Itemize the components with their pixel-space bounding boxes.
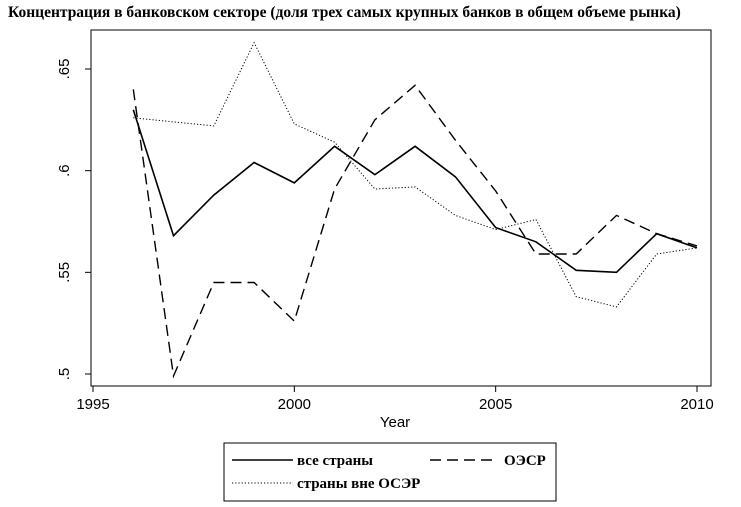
y-tick-label: .6 (56, 164, 73, 177)
x-axis-title: Year (380, 414, 410, 431)
x-tick-label: 2005 (479, 396, 512, 413)
x-tick-label: 1995 (76, 396, 109, 413)
y-tick-label: .5 (56, 368, 73, 381)
series-line-all-countries (132, 109, 698, 274)
legend-label-oecd: ОЭСР (504, 453, 546, 469)
y-tick-label: .65 (56, 59, 73, 80)
legend-label-non-oecd: страны вне ОСЭР (297, 476, 420, 492)
legend: все страны ОЭСР страны вне ОСЭР (223, 442, 557, 502)
plot-frame (90, 29, 712, 387)
y-tick-label: .55 (56, 262, 73, 283)
legend-label-all-countries: все страны (297, 453, 373, 469)
series-line-oecd (132, 84, 698, 379)
legend-box (223, 442, 557, 502)
series-line-non-oecd (133, 41, 698, 308)
series-lines (132, 41, 698, 379)
x-tick-label: 2000 (278, 396, 311, 413)
chart-title: Концентрация в банковском секторе (доля … (8, 4, 681, 21)
x-ticks: 1995 2000 2005 2010 (76, 386, 714, 413)
y-ticks: .5 .55 .6 .65 (56, 59, 91, 381)
x-tick-label: 2010 (680, 396, 713, 413)
